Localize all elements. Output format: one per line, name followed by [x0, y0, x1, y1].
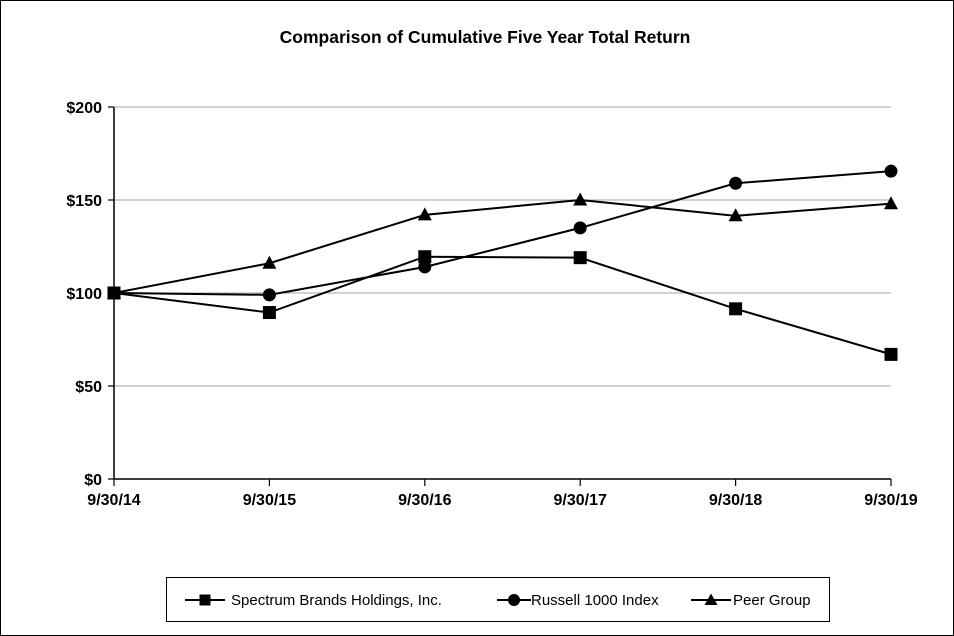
data-point-triangle	[884, 196, 898, 210]
y-tick-label: $200	[66, 100, 102, 117]
series-circle	[107, 164, 898, 302]
x-tick-label: 9/30/14	[87, 492, 140, 509]
data-point-square	[418, 250, 432, 264]
data-point-triangle	[107, 285, 121, 299]
legend-item-russell: Russell 1000 Index	[497, 578, 677, 623]
data-point-square	[729, 302, 743, 316]
series-layer	[107, 164, 898, 361]
x-tick-label: 9/30/19	[864, 492, 917, 509]
legend-label: Russell 1000 Index	[531, 592, 659, 609]
legend-item-peer: Peer Group	[691, 578, 821, 623]
data-point-square	[262, 306, 276, 320]
axes	[108, 106, 892, 486]
x-tick-label: 9/30/15	[243, 492, 296, 509]
data-point-triangle	[573, 192, 588, 206]
y-tick-label: $150	[66, 193, 102, 210]
legend-label: Spectrum Brands Holdings, Inc.	[231, 592, 442, 609]
legend-swatch-square	[185, 594, 225, 606]
series-triangle	[107, 192, 898, 299]
data-point-triangle	[417, 207, 432, 221]
data-point-circle	[729, 176, 743, 190]
data-point-square	[884, 347, 898, 361]
tick-labels: $0 $50 $100 $150 $200 9/30/14 9/30/15 9/30/16 9/…	[66, 100, 917, 509]
data-point-circle	[262, 288, 276, 302]
data-point-square	[573, 251, 587, 265]
data-point-triangle	[728, 208, 743, 222]
y-tick-label: $100	[66, 286, 102, 303]
data-point-triangle	[262, 255, 277, 269]
legend-swatch-circle	[497, 594, 531, 606]
legend-label: Peer Group	[733, 592, 811, 609]
data-point-circle	[884, 164, 898, 178]
legend-item-spectrum: Spectrum Brands Holdings, Inc.	[185, 578, 475, 623]
series-line	[113, 198, 892, 294]
y-tick-label: $50	[75, 379, 102, 396]
series-square	[107, 250, 898, 361]
chart-title: Comparison of Cumulative Five Year Total…	[280, 27, 691, 47]
x-tick-label: 9/30/17	[554, 492, 607, 509]
x-tick-label: 9/30/18	[709, 492, 762, 509]
grid-lines	[114, 106, 891, 387]
x-tick-label: 9/30/16	[398, 492, 451, 509]
data-point-circle	[418, 260, 432, 274]
data-point-circle	[573, 221, 587, 235]
series-line	[113, 255, 892, 356]
legend-swatch-triangle	[691, 593, 731, 605]
y-tick-label: $0	[84, 472, 102, 489]
series-line	[113, 170, 892, 296]
chart-legend: Spectrum Brands Holdings, Inc. Russell 1…	[166, 577, 830, 622]
